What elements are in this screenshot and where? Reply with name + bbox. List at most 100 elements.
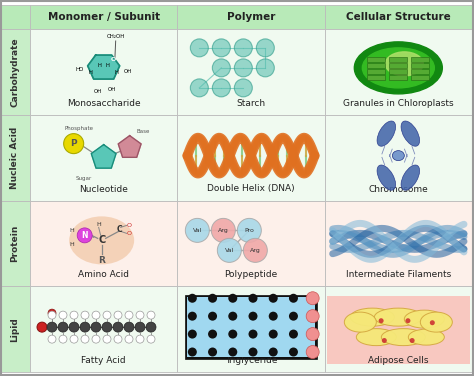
Circle shape <box>212 39 230 57</box>
Text: Chromosome: Chromosome <box>368 185 428 194</box>
Circle shape <box>256 39 274 57</box>
Text: HO: HO <box>75 67 84 72</box>
Text: Amino Acid: Amino Acid <box>78 270 129 279</box>
Circle shape <box>191 39 209 57</box>
Circle shape <box>405 318 410 323</box>
Circle shape <box>64 133 84 154</box>
FancyBboxPatch shape <box>367 70 385 74</box>
Text: Double Helix (DNA): Double Helix (DNA) <box>207 185 295 194</box>
Circle shape <box>188 330 197 338</box>
Circle shape <box>92 311 100 319</box>
Ellipse shape <box>377 121 396 146</box>
FancyBboxPatch shape <box>389 70 407 74</box>
Circle shape <box>256 59 274 77</box>
Text: Nucleotide: Nucleotide <box>79 185 128 194</box>
Circle shape <box>211 218 235 243</box>
Text: OH: OH <box>124 70 132 74</box>
Ellipse shape <box>420 312 452 332</box>
FancyBboxPatch shape <box>187 297 315 357</box>
Circle shape <box>248 312 257 321</box>
Text: OH: OH <box>108 87 116 92</box>
FancyBboxPatch shape <box>0 115 30 200</box>
FancyBboxPatch shape <box>0 29 30 115</box>
Circle shape <box>248 347 257 356</box>
Circle shape <box>430 320 435 325</box>
Text: P: P <box>70 139 77 148</box>
FancyBboxPatch shape <box>389 58 407 62</box>
Circle shape <box>208 312 217 321</box>
Text: Val: Val <box>225 248 234 253</box>
Circle shape <box>102 322 112 332</box>
Circle shape <box>59 335 67 343</box>
Text: H: H <box>69 242 74 247</box>
Circle shape <box>91 322 101 332</box>
Circle shape <box>410 338 415 343</box>
Circle shape <box>103 311 111 319</box>
Ellipse shape <box>401 165 419 190</box>
Circle shape <box>269 330 278 338</box>
FancyBboxPatch shape <box>177 115 325 200</box>
FancyBboxPatch shape <box>325 286 472 372</box>
FancyBboxPatch shape <box>411 75 429 80</box>
Text: Val: Val <box>192 228 202 233</box>
Text: Nucleic Acid: Nucleic Acid <box>10 126 19 189</box>
FancyBboxPatch shape <box>30 5 177 29</box>
Circle shape <box>146 322 156 332</box>
Circle shape <box>37 322 47 332</box>
Circle shape <box>188 294 197 303</box>
FancyBboxPatch shape <box>411 64 429 68</box>
Circle shape <box>188 312 197 321</box>
Text: Phosphate: Phosphate <box>64 126 93 130</box>
Circle shape <box>382 338 387 343</box>
Circle shape <box>147 311 155 319</box>
FancyBboxPatch shape <box>411 70 429 74</box>
Circle shape <box>228 312 237 321</box>
Circle shape <box>77 228 92 243</box>
Circle shape <box>234 39 252 57</box>
Circle shape <box>124 322 134 332</box>
Text: C: C <box>98 235 105 246</box>
Circle shape <box>289 312 298 321</box>
Text: Protein: Protein <box>10 225 19 262</box>
Circle shape <box>135 322 145 332</box>
Ellipse shape <box>382 329 425 346</box>
Ellipse shape <box>350 308 394 326</box>
Circle shape <box>269 347 278 356</box>
Circle shape <box>243 238 267 262</box>
FancyBboxPatch shape <box>325 200 472 286</box>
FancyBboxPatch shape <box>0 5 30 29</box>
Circle shape <box>269 312 278 321</box>
Ellipse shape <box>356 329 396 346</box>
FancyBboxPatch shape <box>367 75 385 80</box>
Circle shape <box>48 309 56 317</box>
Circle shape <box>70 335 78 343</box>
FancyBboxPatch shape <box>177 29 325 115</box>
FancyBboxPatch shape <box>325 115 472 200</box>
Circle shape <box>69 322 79 332</box>
Circle shape <box>81 335 89 343</box>
Circle shape <box>379 318 383 323</box>
Circle shape <box>228 330 237 338</box>
Circle shape <box>309 330 318 338</box>
Circle shape <box>237 218 261 243</box>
Circle shape <box>212 79 230 97</box>
Polygon shape <box>88 55 119 79</box>
Text: H: H <box>89 70 92 75</box>
Circle shape <box>113 322 123 332</box>
FancyBboxPatch shape <box>30 115 177 200</box>
Circle shape <box>228 347 237 356</box>
Text: N: N <box>82 231 88 240</box>
Text: Monosaccharide: Monosaccharide <box>67 99 140 108</box>
Circle shape <box>59 311 67 319</box>
Text: Lipid: Lipid <box>10 317 19 341</box>
Circle shape <box>289 330 298 338</box>
Text: Arg: Arg <box>218 228 229 233</box>
Circle shape <box>306 346 319 358</box>
Circle shape <box>306 292 319 305</box>
Circle shape <box>208 330 217 338</box>
Text: R: R <box>98 256 105 265</box>
Circle shape <box>309 347 318 356</box>
FancyBboxPatch shape <box>389 64 407 68</box>
FancyBboxPatch shape <box>30 29 177 115</box>
Circle shape <box>48 311 56 319</box>
